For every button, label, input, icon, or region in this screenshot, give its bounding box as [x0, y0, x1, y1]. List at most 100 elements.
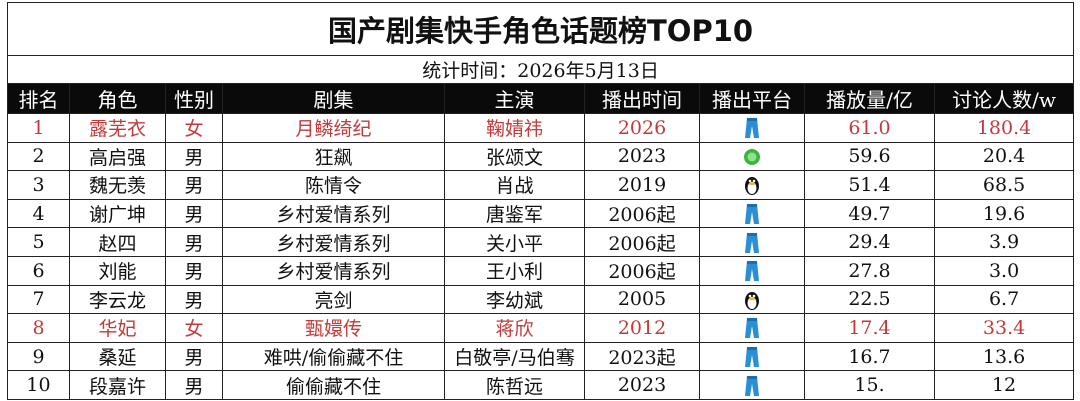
table-cell: 甄嬛传	[222, 313, 445, 343]
table-cell: 16.7	[804, 341, 935, 372]
icon	[743, 317, 761, 339]
table-cell: 2019	[584, 170, 700, 200]
column-header: 播出平台	[699, 83, 805, 114]
table-cell: 狂飙	[222, 141, 445, 172]
table-row: 7 李云龙男亮剑 李幼斌 2005 22.5 6.7	[7, 284, 1075, 315]
table-cell: 李幼斌	[444, 284, 585, 315]
table-cell: 51.4	[804, 170, 935, 200]
column-header: 讨论人数/w	[933, 83, 1075, 114]
table-cell: 3.0	[933, 255, 1075, 286]
table-cell: 5	[7, 227, 70, 257]
icon	[743, 174, 761, 196]
table-cell: 1	[7, 113, 70, 143]
platform-icon	[699, 198, 805, 229]
icon	[743, 146, 761, 168]
table-cell: 男	[165, 170, 223, 200]
table-cell: 17.4	[804, 313, 935, 343]
table-cell: 高启强	[69, 141, 166, 172]
table-cell: 2006起	[584, 255, 700, 286]
table-cell: 68.5	[933, 170, 1075, 200]
table-cell: 3	[7, 170, 70, 200]
platform-icon	[699, 341, 805, 372]
platform-icon	[699, 370, 805, 400]
table-cell: 关小平	[444, 227, 585, 257]
table-cell: 露芜衣	[69, 113, 166, 143]
table-row: 5 赵四男乡村爱情系列 关小平 2006起 29.4 3.9	[7, 227, 1075, 257]
table-row: 9 桑延男难哄/偷偷藏不住 白敬亭/马伯骞 2023起 16.7 13.6	[7, 341, 1075, 372]
table-cell: 男	[165, 141, 223, 172]
table-row: 4 谢广坤男乡村爱情系列 唐鉴军 2006起 49.7 19.6	[7, 198, 1075, 229]
table-cell: 7	[7, 284, 70, 315]
table-cell: 2023	[584, 141, 700, 172]
table-row: 8 华妃女甄嬛传 蒋欣 2012 17.4 33.4	[7, 313, 1075, 343]
table-cell: 19.6	[933, 198, 1075, 229]
table-cell: 男	[165, 255, 223, 286]
table-cell: 15.	[804, 370, 935, 400]
table-cell: 鞠婧祎	[444, 113, 585, 143]
platform-icon	[699, 113, 805, 143]
icon	[743, 289, 761, 311]
table-cell: 2006起	[584, 198, 700, 229]
platform-icon	[699, 284, 805, 315]
table-cell: 乡村爱情系列	[222, 255, 445, 286]
ranking-table: 国产剧集快手角色话题榜TOP10 统计时间：2026年5月13日 排名 角色 性别剧…	[6, 2, 1075, 400]
table-cell: 陈情令	[222, 170, 445, 200]
table-cell: 月鳞绮纪	[222, 113, 445, 143]
platform-icon	[699, 255, 805, 286]
table-cell: 6.7	[933, 284, 1075, 315]
table-cell: 李云龙	[69, 284, 166, 315]
table-cell: 男	[165, 341, 223, 372]
table-cell: 段嘉许	[69, 370, 166, 400]
table-cell: 白敬亭/马伯骞	[444, 341, 585, 372]
table-cell: 27.8	[804, 255, 935, 286]
table-cell: 49.7	[804, 198, 935, 229]
table-cell: 2026	[584, 113, 700, 143]
table-cell: 张颂文	[444, 141, 585, 172]
table-row: 2 高启强男狂飙 张颂文 2023 59.6 20.4	[7, 141, 1075, 172]
table-cell: 20.4	[933, 141, 1075, 172]
table-cell: 12	[933, 370, 1075, 400]
icon	[743, 232, 761, 254]
table-cell: 59.6	[804, 141, 935, 172]
table-cell: 桑延	[69, 341, 166, 372]
table-cell: 180.4	[933, 113, 1075, 143]
table-cell: 偷偷藏不住	[222, 370, 445, 400]
column-header: 播出时间	[584, 83, 700, 114]
column-header: 性别	[165, 83, 223, 114]
table-cell: 4	[7, 198, 70, 229]
column-header: 排名	[7, 83, 70, 114]
table-cell: 22.5	[804, 284, 935, 315]
table-cell: 2	[7, 141, 70, 172]
table-cell: 赵四	[69, 227, 166, 257]
table-cell: 2023	[584, 370, 700, 400]
table-cell: 魏无羡	[69, 170, 166, 200]
table-cell: 2012	[584, 313, 700, 343]
platform-icon	[699, 141, 805, 172]
table-cell: 华妃	[69, 313, 166, 343]
table-cell: 女	[165, 113, 223, 143]
table-cell: 难哄/偷偷藏不住	[222, 341, 445, 372]
table-cell: 33.4	[933, 313, 1075, 343]
table-cell: 男	[165, 198, 223, 229]
table-cell: 13.6	[933, 341, 1075, 372]
icon	[743, 203, 761, 225]
table-row: 3 魏无羡男陈情令 肖战 2019 51.4 68.5	[7, 170, 1075, 200]
platform-icon	[699, 227, 805, 257]
table-cell: 唐鉴军	[444, 198, 585, 229]
table-cell: 肖战	[444, 170, 585, 200]
table-cell: 蒋欣	[444, 313, 585, 343]
table-cell: 2023起	[584, 341, 700, 372]
table-cell: 王小利	[444, 255, 585, 286]
table-cell: 男	[165, 284, 223, 315]
icon	[743, 375, 761, 397]
table-cell: 男	[165, 227, 223, 257]
table-cell: 谢广坤	[69, 198, 166, 229]
column-header: 主演	[444, 83, 585, 114]
table-cell: 61.0	[804, 113, 935, 143]
column-header: 角色	[69, 83, 166, 114]
table-cell: 乡村爱情系列	[222, 227, 445, 257]
table-row: 1 露芜衣女月鳞绮纪 鞠婧祎 2026 61.0 180.4	[7, 113, 1075, 143]
table-cell: 10	[7, 370, 70, 400]
platform-icon	[699, 313, 805, 343]
